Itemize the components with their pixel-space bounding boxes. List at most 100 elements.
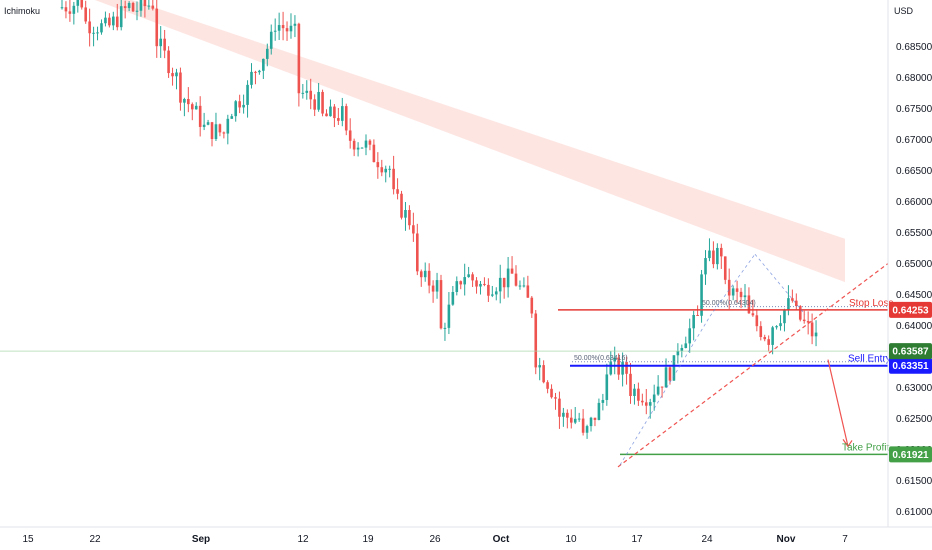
candle-body xyxy=(139,0,143,11)
price-tick-label: 0.65000 xyxy=(896,259,932,270)
candle-body xyxy=(447,304,451,328)
time-axis[interactable]: 15 22 Sep 12 19 26 Oct 10 17 24 Nov 7 xyxy=(22,534,848,545)
candle-body xyxy=(708,250,711,259)
candle-body xyxy=(459,281,463,285)
time-tick-label: 17 xyxy=(631,534,643,545)
time-tick-label: 26 xyxy=(429,534,441,545)
time-tick-label: Nov xyxy=(777,534,796,545)
candle-body xyxy=(171,73,174,77)
candle-body xyxy=(522,285,526,287)
cloud-bearish-segment xyxy=(95,0,845,283)
candle-body xyxy=(412,225,415,234)
candle-body xyxy=(779,323,782,327)
candle-body xyxy=(755,315,759,327)
candle-body xyxy=(554,397,557,399)
candle-body xyxy=(739,291,743,298)
candle-body xyxy=(360,147,364,149)
price-tick-label: 0.62500 xyxy=(896,414,932,425)
candle-body xyxy=(333,106,336,119)
candle-body xyxy=(475,280,478,287)
fib-swing-line xyxy=(754,253,806,315)
candle-body xyxy=(234,101,238,117)
candle-body xyxy=(577,418,581,420)
candle-body xyxy=(569,417,573,423)
candle-body xyxy=(609,361,613,375)
candle-body xyxy=(321,91,324,114)
candle-body xyxy=(76,0,80,6)
price-tick-label: 0.68000 xyxy=(896,73,932,84)
candle-body xyxy=(491,294,494,296)
candle-body xyxy=(376,162,380,168)
candle-body xyxy=(313,99,316,110)
candle-body xyxy=(696,314,699,316)
candle-body xyxy=(400,193,403,218)
candle-body xyxy=(613,357,617,362)
candle-body xyxy=(747,295,751,314)
last-price-badge-text: 0.63587 xyxy=(892,347,929,358)
level-annotation-label: Stop Loss xyxy=(849,298,893,309)
candle-body xyxy=(206,122,210,125)
time-tick-label: 10 xyxy=(565,534,577,545)
candle-body xyxy=(250,71,253,85)
candle-body xyxy=(372,144,376,163)
candle-body xyxy=(163,38,166,51)
level-badge-bg xyxy=(889,357,932,374)
candle-body xyxy=(664,367,668,388)
price-tick-label: 0.65500 xyxy=(896,228,932,239)
candle-body xyxy=(542,365,545,383)
candle-body xyxy=(60,7,64,9)
candle-body xyxy=(704,258,707,275)
candle-body xyxy=(344,106,348,131)
level-badge-text: 0.64253 xyxy=(892,305,929,316)
candle-body xyxy=(727,279,731,296)
candle-body xyxy=(131,2,135,12)
candle-body xyxy=(123,6,127,9)
candle-body xyxy=(731,288,735,296)
candle-body xyxy=(668,367,672,381)
candle-body xyxy=(451,291,455,305)
candle-body xyxy=(419,271,423,278)
time-tick-label: 19 xyxy=(362,534,374,545)
candle-body xyxy=(254,71,257,73)
candle-body xyxy=(700,274,703,316)
candle-body xyxy=(593,417,597,420)
candle-body xyxy=(479,283,482,287)
candle-body xyxy=(688,328,692,344)
candle-body xyxy=(751,313,755,316)
candle-body xyxy=(435,280,439,292)
price-tick-label: 0.68500 xyxy=(896,42,932,53)
candle-body xyxy=(341,106,344,121)
candle-body xyxy=(660,386,664,388)
fib-swing-line xyxy=(709,253,756,317)
candle-body xyxy=(526,285,530,298)
level-badge-bg xyxy=(889,301,932,318)
candle-body xyxy=(135,10,139,12)
price-tick-label: 0.63000 xyxy=(896,383,932,394)
candle-body xyxy=(273,30,277,32)
candle-body xyxy=(392,168,395,190)
candle-body xyxy=(656,386,660,395)
price-tick-label: 0.66500 xyxy=(896,166,932,177)
candle-body xyxy=(265,48,269,59)
candle-body xyxy=(190,104,194,110)
candle-body xyxy=(68,11,72,14)
candle-body xyxy=(423,270,427,278)
candle-body xyxy=(368,140,372,145)
candle-body xyxy=(364,140,368,148)
candle-body xyxy=(783,309,786,324)
candle-body xyxy=(356,147,360,150)
candle-body xyxy=(198,105,202,127)
candle-body xyxy=(115,16,119,28)
indicator-label: Ichimoku xyxy=(4,6,40,16)
candle-body xyxy=(506,268,510,288)
candle-body xyxy=(585,426,589,433)
candle-body xyxy=(767,339,770,345)
candle-body xyxy=(546,382,549,389)
candle-body xyxy=(518,285,522,287)
candle-body xyxy=(712,250,715,265)
candle-body xyxy=(112,16,115,26)
candle-body xyxy=(100,23,103,33)
time-tick-label: 7 xyxy=(842,534,848,545)
candle-body xyxy=(187,98,190,105)
